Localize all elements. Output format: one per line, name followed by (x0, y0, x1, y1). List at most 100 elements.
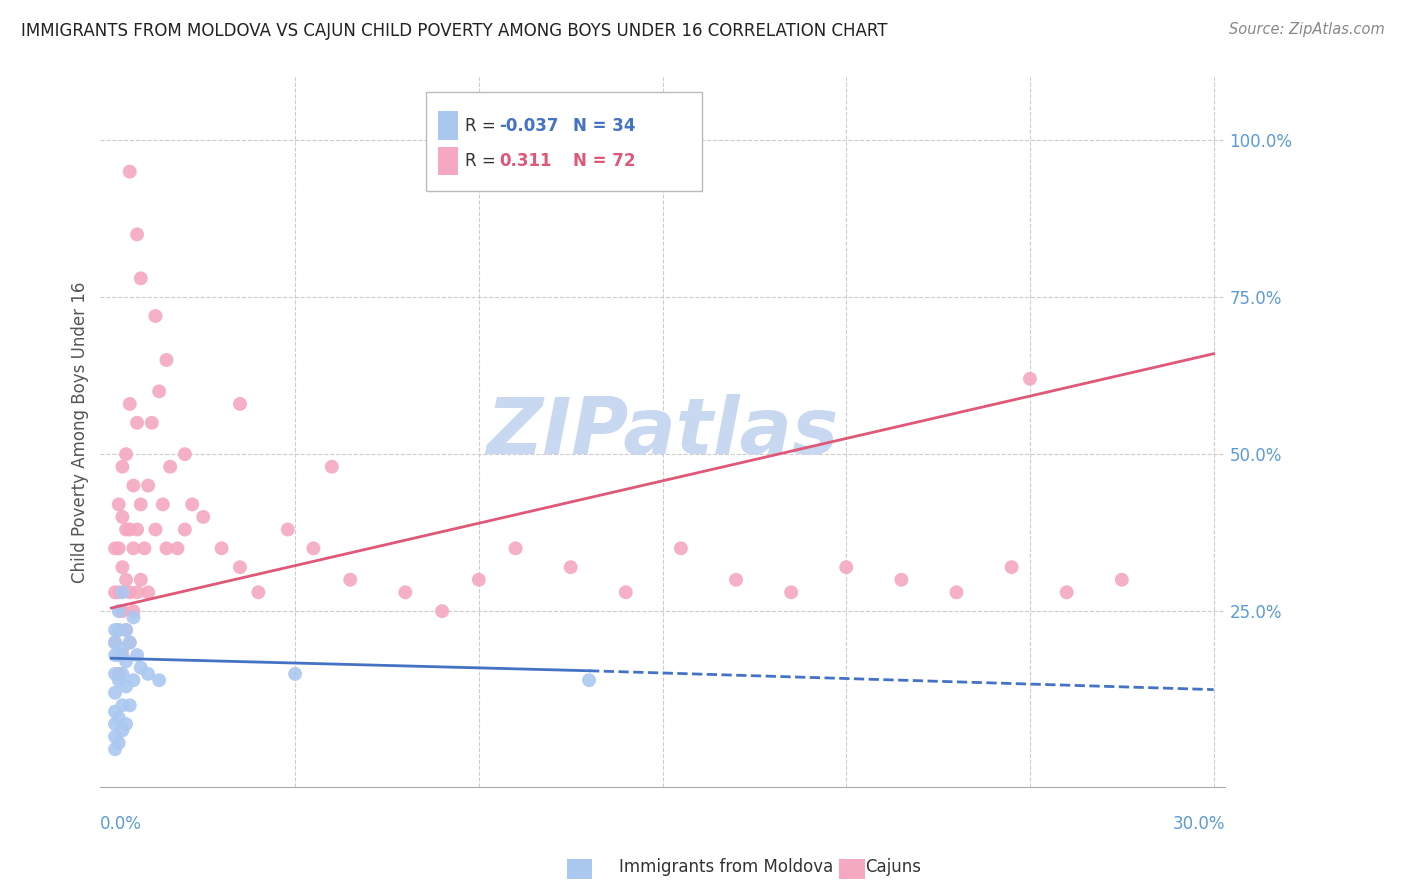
Point (115, 623, 138, 637)
Point (104, 541, 127, 556)
Point (104, 648, 127, 662)
Text: N = 72: N = 72 (572, 153, 636, 170)
Point (1056, 585, 1078, 599)
Point (111, 560, 134, 574)
Point (724, 573, 747, 587)
Point (107, 623, 129, 637)
Point (111, 585, 134, 599)
Text: ZIPatlas: ZIPatlas (486, 394, 838, 470)
Text: R =: R = (464, 153, 495, 170)
Y-axis label: Child Poverty Among Boys Under 16: Child Poverty Among Boys Under 16 (72, 282, 89, 582)
Point (111, 723, 134, 738)
Point (152, 497, 174, 511)
Point (111, 641, 134, 656)
Point (129, 271, 152, 285)
Point (115, 654, 138, 668)
Point (122, 604, 145, 618)
Point (118, 397, 141, 411)
Point (118, 635, 141, 649)
Text: Source: ZipAtlas.com: Source: ZipAtlas.com (1229, 22, 1385, 37)
Point (181, 497, 204, 511)
Point (166, 541, 188, 556)
Point (104, 730, 127, 744)
Point (104, 623, 127, 637)
Point (122, 478, 145, 492)
Point (104, 686, 127, 700)
Text: 30.0%: 30.0% (1173, 815, 1225, 833)
Bar (437, 147, 458, 176)
Point (155, 353, 177, 368)
Point (107, 736, 129, 750)
Point (134, 541, 156, 556)
Point (127, 523, 149, 537)
Point (145, 309, 167, 323)
Point (136, 478, 159, 492)
Point (111, 459, 134, 474)
Point (129, 573, 152, 587)
Point (129, 660, 152, 674)
Point (115, 573, 138, 587)
Point (148, 673, 170, 688)
Point (107, 623, 129, 637)
Point (321, 459, 343, 474)
Point (229, 397, 252, 411)
Point (127, 227, 149, 242)
Point (136, 667, 159, 681)
Point (141, 416, 163, 430)
Point (115, 447, 138, 461)
Point (173, 523, 195, 537)
Text: 0.311: 0.311 (499, 153, 553, 170)
Point (104, 635, 127, 649)
Bar (437, 112, 458, 140)
Point (107, 541, 129, 556)
Point (107, 711, 129, 725)
Point (107, 585, 129, 599)
Point (104, 635, 127, 649)
FancyBboxPatch shape (426, 92, 702, 191)
Point (118, 635, 141, 649)
Point (155, 541, 177, 556)
Text: Immigrants from Moldova: Immigrants from Moldova (619, 858, 832, 876)
Point (111, 510, 134, 524)
Point (118, 164, 141, 178)
Point (107, 604, 129, 618)
Point (122, 673, 145, 688)
Point (115, 717, 138, 731)
Point (127, 416, 149, 430)
Point (578, 673, 600, 688)
Point (127, 585, 149, 599)
Text: Cajuns: Cajuns (865, 858, 921, 876)
Point (104, 742, 127, 756)
Point (277, 523, 299, 537)
Text: R =: R = (464, 117, 495, 135)
Point (284, 667, 307, 681)
Point (118, 523, 141, 537)
Point (211, 541, 233, 556)
Point (193, 510, 215, 524)
Point (111, 667, 134, 681)
Point (129, 497, 152, 511)
Point (468, 573, 491, 587)
Point (115, 680, 138, 694)
Point (1111, 573, 1133, 587)
Point (122, 610, 145, 624)
Point (339, 573, 361, 587)
Point (115, 623, 138, 637)
Point (1019, 372, 1042, 386)
Point (127, 648, 149, 662)
Text: -0.037: -0.037 (499, 117, 560, 135)
Point (111, 604, 134, 618)
Point (145, 523, 167, 537)
Point (118, 585, 141, 599)
Point (104, 667, 127, 681)
Point (780, 585, 803, 599)
Point (173, 447, 195, 461)
Point (505, 541, 527, 556)
Point (115, 523, 138, 537)
Point (302, 541, 325, 556)
Text: 0.0%: 0.0% (100, 815, 142, 833)
Text: N = 34: N = 34 (572, 117, 636, 135)
Point (247, 585, 270, 599)
Point (394, 585, 416, 599)
Point (835, 560, 858, 574)
